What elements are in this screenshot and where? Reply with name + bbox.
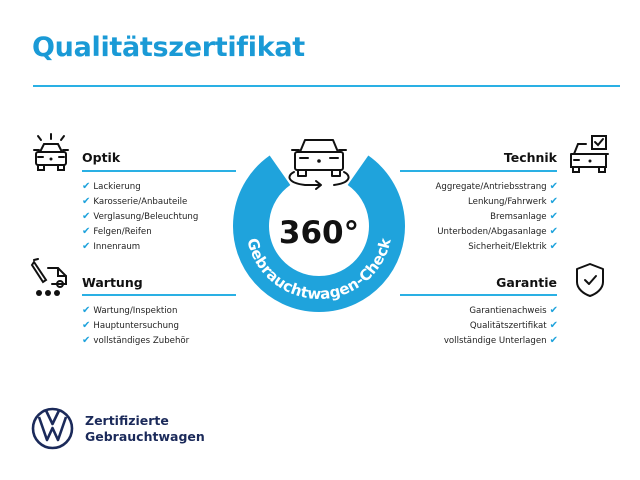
- check-icon: ✔: [549, 211, 558, 222]
- wartung-divider: [82, 294, 236, 296]
- optik-list: ✔ Lackierung ✔ Karosserie/Anbauteile ✔ Verg…: [82, 179, 198, 254]
- garantie-divider: [400, 294, 557, 296]
- list-item: ✔ vollständiges Zubehör: [82, 335, 190, 346]
- list-item: Aggregate/Antriebsstrang ✔: [435, 181, 558, 192]
- shield-check-icon: [576, 263, 604, 297]
- list-item: vollständige Unterlagen ✔: [443, 335, 558, 346]
- ring-arc: [233, 155, 405, 312]
- car-rotate-icon: [288, 139, 350, 190]
- list-item: Sicherheit/Elektrik ✔: [468, 241, 558, 252]
- list-item: Lenkung/Fahrwerk ✔: [468, 196, 558, 207]
- check-icon: ✔: [82, 211, 91, 222]
- garantie-heading: Garantie: [496, 275, 557, 290]
- big-360-text: 360°: [279, 215, 359, 251]
- list-item: ✔ Felgen/Reifen: [82, 226, 152, 237]
- check-icon: ✔: [82, 196, 91, 207]
- list-item: ✔ Verglasung/Beleuchtung: [82, 211, 199, 222]
- list-item: Garantienachweis ✔: [469, 305, 558, 316]
- garantie-list: Garantienachweis ✔ Qualitätszertifikat ✔ v…: [444, 303, 558, 348]
- check-icon: ✔: [549, 226, 558, 237]
- check-icon: ✔: [549, 335, 558, 346]
- check-icon: ✔: [549, 241, 558, 252]
- check-icon: ✔: [82, 181, 91, 192]
- vw-logo: [31, 407, 74, 450]
- technik-divider: [400, 170, 557, 172]
- check-icon: ✔: [549, 305, 558, 316]
- check-icon: ✔: [82, 305, 91, 316]
- list-item: Unterboden/Abgasanlage ✔: [437, 226, 558, 237]
- list-item: ✔ Lackierung: [82, 181, 141, 192]
- brand-line-2: Gebrauchtwagen: [85, 429, 205, 444]
- list-item: ✔ Wartung/Inspektion: [82, 305, 178, 316]
- list-item: ✔ Hauptuntersuchung: [82, 320, 179, 331]
- check-icon: ✔: [549, 320, 558, 331]
- page-title: Qualitätszertifikat: [32, 32, 305, 63]
- check-icon: ✔: [549, 196, 558, 207]
- technik-list: Aggregate/Antriebsstrang ✔ Lenkung/Fahrwe…: [436, 179, 558, 254]
- brand-text: Zertifizierte Gebrauchtwagen: [85, 413, 205, 445]
- list-item: Qualitätszertifikat ✔: [469, 320, 558, 331]
- list-item: ✔ Innenraum: [82, 241, 141, 252]
- check-icon: ✔: [82, 335, 91, 346]
- car-lights-icon: [33, 133, 69, 171]
- wartung-heading: Wartung: [82, 275, 143, 290]
- list-item: ✔ Karosserie/Anbauteile: [82, 196, 188, 207]
- check-icon: ✔: [549, 181, 558, 192]
- technik-heading: Technik: [503, 150, 557, 165]
- title-divider: [33, 85, 620, 87]
- service-tools-icon: [30, 258, 67, 296]
- wartung-list: ✔ Wartung/Inspektion ✔ Hauptuntersuchung ✔…: [82, 303, 189, 348]
- list-item: Bremsanlage ✔: [490, 211, 558, 222]
- brand-line-1: Zertifizierte: [85, 413, 169, 428]
- check-icon: ✔: [82, 226, 91, 237]
- optik-divider: [82, 170, 236, 172]
- check-icon: ✔: [82, 241, 91, 252]
- car-checklist-icon: [570, 135, 609, 173]
- optik-heading: Optik: [82, 150, 121, 165]
- check-icon: ✔: [82, 320, 91, 331]
